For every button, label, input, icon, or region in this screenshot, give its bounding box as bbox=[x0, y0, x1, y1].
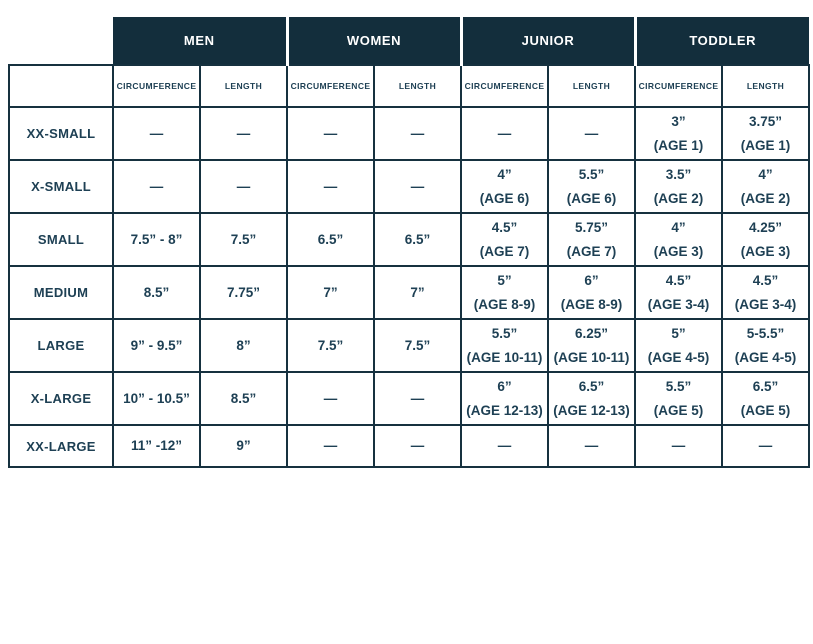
size-cell: — bbox=[112, 106, 201, 161]
size-cell: 4” (AGE 2) bbox=[721, 159, 811, 214]
subheader-row: CIRCUMFERENCE LENGTH CIRCUMFERENCE LENGT… bbox=[8, 64, 811, 108]
size-cell: — bbox=[460, 106, 550, 161]
size-label: SMALL bbox=[8, 212, 114, 267]
size-cell: — bbox=[286, 424, 376, 468]
size-cell: — bbox=[547, 106, 637, 161]
size-cell: — bbox=[373, 159, 463, 214]
size-cell: — bbox=[634, 424, 724, 468]
size-cell: — bbox=[373, 106, 463, 161]
size-cell: 6.5” bbox=[286, 212, 376, 267]
size-cell: 3.5” (AGE 2) bbox=[634, 159, 724, 214]
group-header-women: WOMEN bbox=[285, 17, 462, 65]
subheader-junior-length: LENGTH bbox=[547, 64, 637, 108]
subheader-toddler-circumference: CIRCUMFERENCE bbox=[634, 64, 724, 108]
size-cell: — bbox=[286, 371, 376, 426]
size-cell: — bbox=[373, 371, 463, 426]
size-cell: 5” (AGE 4-5) bbox=[634, 318, 724, 373]
subheader-women-length: LENGTH bbox=[373, 64, 463, 108]
size-cell: 7.75” bbox=[198, 265, 289, 320]
group-header-toddler: TODDLER bbox=[633, 17, 810, 65]
subheader-men-circumference: CIRCUMFERENCE bbox=[112, 64, 201, 108]
size-cell: 11” -12” bbox=[112, 424, 201, 468]
size-cell: 10” - 10.5” bbox=[112, 371, 201, 426]
size-row-xx-large: XX-LARGE 11” -12” 9” — — — — — — bbox=[8, 424, 811, 468]
size-cell: 3.75” (AGE 1) bbox=[721, 106, 811, 161]
size-label: MEDIUM bbox=[8, 265, 114, 320]
size-cell: 6.25” (AGE 10-11) bbox=[547, 318, 637, 373]
subheader-men-length: LENGTH bbox=[198, 64, 289, 108]
size-cell: — bbox=[198, 106, 289, 161]
size-cell: 5.5” (AGE 5) bbox=[634, 371, 724, 426]
size-cell: 5.5” (AGE 6) bbox=[547, 159, 637, 214]
size-cell: 6.5” (AGE 12-13) bbox=[547, 371, 637, 426]
size-cell: 4.5” (AGE 3-4) bbox=[721, 265, 811, 320]
size-cell: 4.25” (AGE 3) bbox=[721, 212, 811, 267]
size-cell: 7.5” bbox=[198, 212, 289, 267]
size-cell: 6.5” bbox=[373, 212, 463, 267]
size-cell: 5-5.5” (AGE 4-5) bbox=[721, 318, 811, 373]
size-row-medium: MEDIUM 8.5” 7.75” 7” 7” 5” (AGE 8-9) 6” … bbox=[8, 265, 811, 320]
size-cell: 8” bbox=[198, 318, 289, 373]
size-cell: — bbox=[547, 424, 637, 468]
size-cell: 4” (AGE 6) bbox=[460, 159, 550, 214]
size-cell: 9” - 9.5” bbox=[112, 318, 201, 373]
group-header-men: MEN bbox=[113, 17, 288, 65]
size-cell: 8.5” bbox=[112, 265, 201, 320]
size-cell: 5” (AGE 8-9) bbox=[460, 265, 550, 320]
size-cell: — bbox=[112, 159, 201, 214]
size-cell: 4.5” (AGE 3-4) bbox=[634, 265, 724, 320]
size-cell: 7.5” bbox=[373, 318, 463, 373]
size-cell: 7” bbox=[286, 265, 376, 320]
size-cell: 6” (AGE 8-9) bbox=[547, 265, 637, 320]
size-cell: — bbox=[721, 424, 811, 468]
size-row-large: LARGE 9” - 9.5” 8” 7.5” 7.5” 5.5” (AGE 1… bbox=[8, 318, 811, 373]
size-row-small: SMALL 7.5” - 8” 7.5” 6.5” 6.5” 4.5” (AGE… bbox=[8, 212, 811, 267]
size-cell: 6.5” (AGE 5) bbox=[721, 371, 811, 426]
size-cell: 7.5” - 8” bbox=[112, 212, 201, 267]
size-cell: 4” (AGE 3) bbox=[634, 212, 724, 267]
size-cell: — bbox=[460, 424, 550, 468]
subheader-junior-circumference: CIRCUMFERENCE bbox=[460, 64, 550, 108]
size-label: LARGE bbox=[8, 318, 114, 373]
size-cell: 9” bbox=[198, 424, 289, 468]
size-cell: 3” (AGE 1) bbox=[634, 106, 724, 161]
size-table: MEN WOMEN JUNIOR TODDLER CIRCUMFERENCE L… bbox=[8, 17, 811, 468]
size-cell: 5.5” (AGE 10-11) bbox=[460, 318, 550, 373]
group-header-junior: JUNIOR bbox=[459, 17, 636, 65]
corner-cell bbox=[9, 17, 113, 65]
subheader-toddler-length: LENGTH bbox=[721, 64, 811, 108]
size-cell: 7” bbox=[373, 265, 463, 320]
group-header-row: MEN WOMEN JUNIOR TODDLER bbox=[9, 17, 810, 65]
subheader-women-circumference: CIRCUMFERENCE bbox=[286, 64, 376, 108]
size-label: X-SMALL bbox=[8, 159, 114, 214]
subheader-empty-cell bbox=[8, 64, 114, 108]
size-cell: — bbox=[373, 424, 463, 468]
size-label: XX-SMALL bbox=[8, 106, 114, 161]
size-row-xx-small: XX-SMALL — — — — — — 3” (AGE 1) 3.75” (A… bbox=[8, 106, 811, 161]
size-cell: — bbox=[286, 159, 376, 214]
size-cell: — bbox=[198, 159, 289, 214]
size-cell: 6” (AGE 12-13) bbox=[460, 371, 550, 426]
size-cell: 4.5” (AGE 7) bbox=[460, 212, 550, 267]
size-cell: 8.5” bbox=[198, 371, 289, 426]
size-label: XX-LARGE bbox=[8, 424, 114, 468]
size-cell: 5.75” (AGE 7) bbox=[547, 212, 637, 267]
size-row-x-large: X-LARGE 10” - 10.5” 8.5” — — 6” (AGE 12-… bbox=[8, 371, 811, 426]
size-row-x-small: X-SMALL — — — — 4” (AGE 6) 5.5” (AGE 6) … bbox=[8, 159, 811, 214]
size-label: X-LARGE bbox=[8, 371, 114, 426]
size-cell: 7.5” bbox=[286, 318, 376, 373]
size-cell: — bbox=[286, 106, 376, 161]
size-chart: MEN WOMEN JUNIOR TODDLER CIRCUMFERENCE L… bbox=[8, 17, 811, 468]
